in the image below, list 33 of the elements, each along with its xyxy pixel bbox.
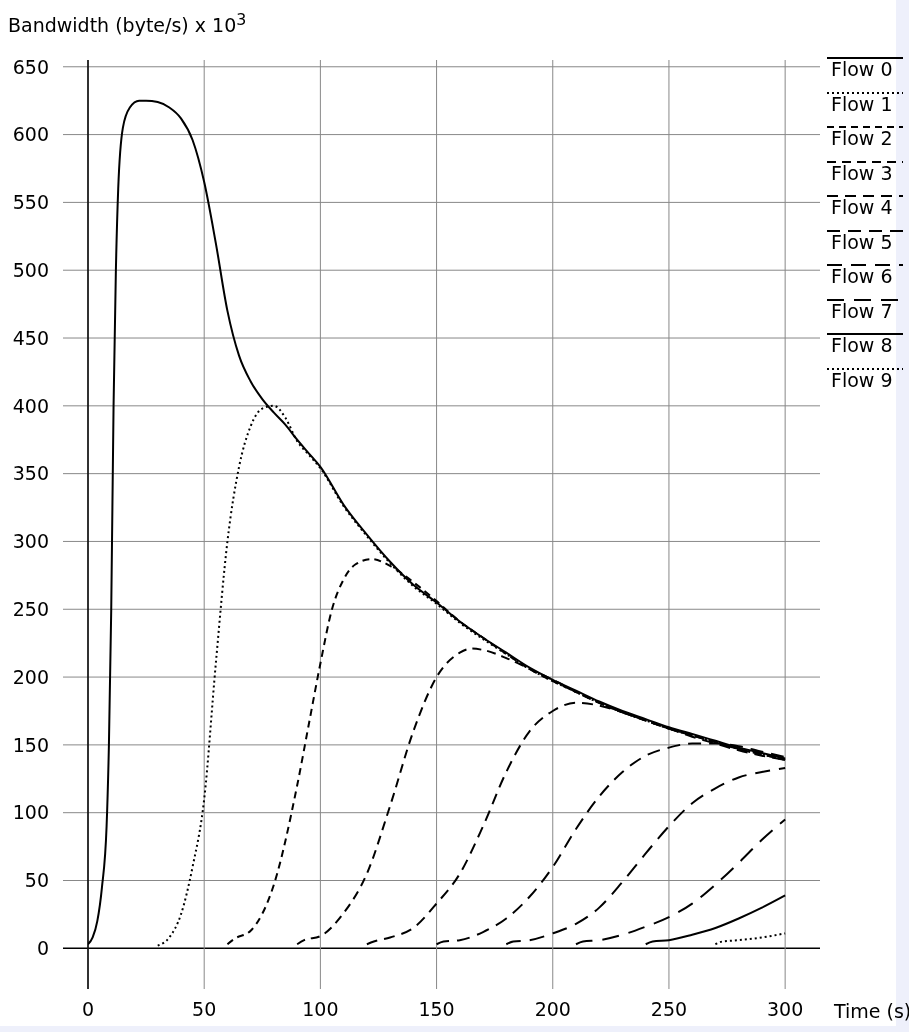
y-tick-label: 450 — [12, 326, 49, 349]
legend-label: Flow 9 — [831, 368, 893, 391]
legend-label: Flow 8 — [831, 334, 893, 356]
x-tick-label: 300 — [767, 998, 804, 1021]
y-tick-label: 500 — [12, 258, 49, 281]
y-tick-label: 200 — [12, 665, 49, 688]
y-tick-label: 650 — [12, 55, 49, 78]
legend-label: Flow 0 — [831, 58, 893, 80]
x-tick-label: 50 — [192, 998, 217, 1021]
legend-label: Flow 5 — [831, 230, 893, 253]
y-tick-label: 350 — [12, 462, 49, 485]
x-tick-label: 0 — [81, 998, 95, 1021]
x-tick-label: 100 — [302, 998, 339, 1021]
legend-label: Flow 7 — [831, 299, 893, 322]
x-tick-label: 200 — [534, 998, 571, 1021]
y-tick-label: 100 — [12, 801, 49, 824]
y-tick-label: 550 — [12, 191, 49, 214]
y-tick-label: 300 — [12, 530, 49, 553]
x-tick-label: 150 — [418, 998, 455, 1021]
x-tick-label: 250 — [650, 998, 688, 1021]
y-tick-label: 250 — [12, 598, 49, 621]
legend-label: Flow 1 — [831, 92, 893, 115]
y-axis-title: Bandwidth (byte/s) x 10$^{3}$ — [8, 10, 247, 37]
legend-label: Flow 2 — [831, 127, 893, 149]
y-tick-label: 50 — [24, 869, 49, 892]
y-tick-label: 400 — [12, 394, 49, 417]
legend-label: Flow 3 — [831, 161, 893, 184]
y-tick-label: 0 — [36, 937, 49, 960]
x-axis-title: Time (s) — [834, 1000, 909, 1022]
y-tick-label: 600 — [12, 123, 49, 146]
legend-label: Flow 6 — [831, 265, 893, 287]
y-tick-label: 150 — [12, 733, 49, 756]
legend-label: Flow 4 — [831, 196, 893, 218]
